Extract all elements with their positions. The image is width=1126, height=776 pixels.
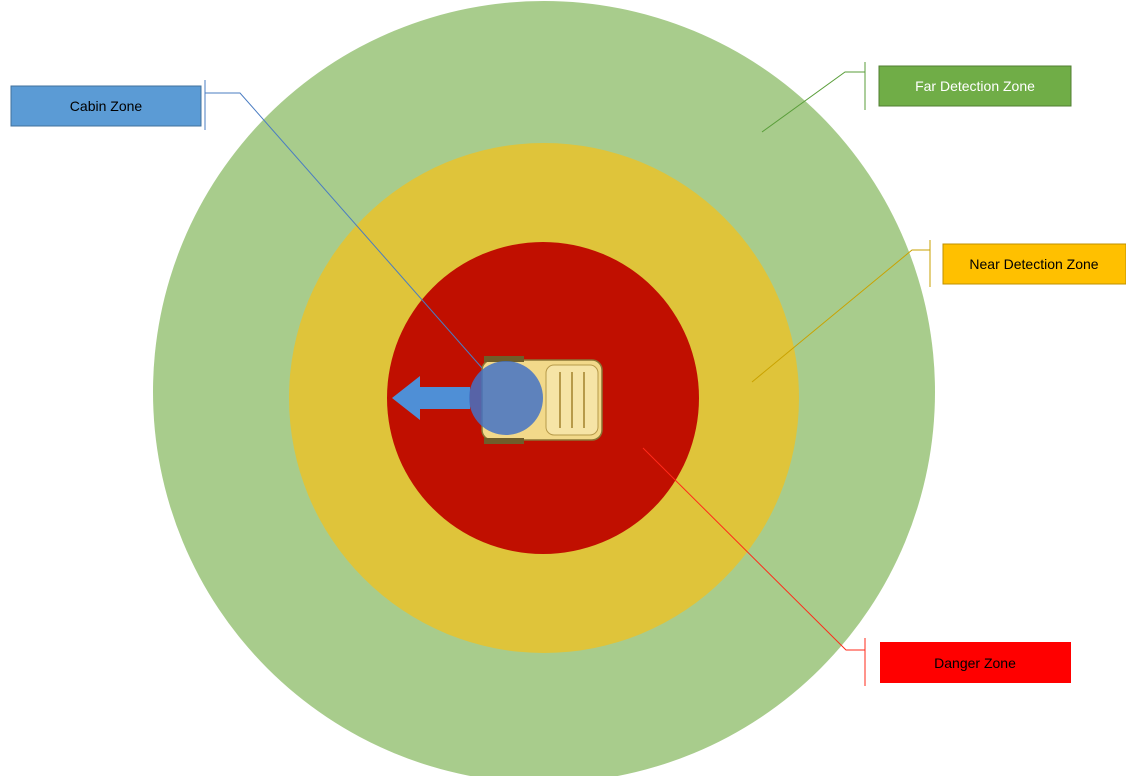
cabin-zone-leader-line: [205, 92, 483, 369]
far-detection-zone-label: Far Detection Zone: [878, 65, 1072, 107]
svg-text:Danger Zone: Danger Zone: [934, 655, 1016, 671]
arrow-left-icon: [392, 376, 470, 420]
cabin-zone-label: Cabin Zone: [10, 85, 202, 127]
near-detection-zone-leader-line: [751, 249, 930, 383]
danger-zone-leader-line: [642, 447, 865, 651]
svg-text:Far Detection Zone: Far Detection Zone: [915, 78, 1035, 94]
near-detection-zone-label: Near Detection Zone: [942, 243, 1126, 285]
svg-text:Cabin Zone: Cabin Zone: [70, 98, 143, 114]
cabin-zone-circle: [469, 361, 543, 435]
danger-zone-label: Danger Zone: [880, 642, 1071, 683]
svg-text:Near Detection Zone: Near Detection Zone: [969, 256, 1098, 272]
far-detection-zone-leader-line: [761, 71, 865, 133]
